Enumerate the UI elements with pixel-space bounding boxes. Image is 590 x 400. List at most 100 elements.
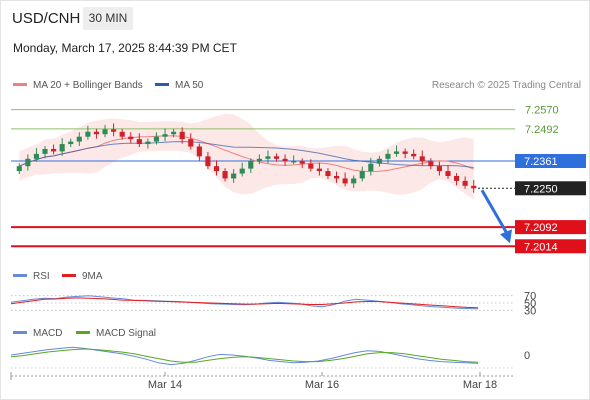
timeframe-badge[interactable]: 30 MIN xyxy=(83,7,133,30)
rsi-level-label: 30 xyxy=(524,305,536,317)
candle-body xyxy=(333,176,340,179)
candle-body xyxy=(368,163,374,172)
macd-line xyxy=(10,346,479,366)
candle-body xyxy=(93,131,100,135)
time-axis-label: Mar 16 xyxy=(305,379,339,391)
candle-body xyxy=(102,129,108,135)
candle-body xyxy=(385,153,391,159)
candle-body xyxy=(205,156,211,167)
candle-body xyxy=(213,166,220,172)
candle-body xyxy=(196,146,202,157)
forecast-arrow-head xyxy=(500,229,512,244)
candle-body xyxy=(68,141,74,145)
last-price-label-bg xyxy=(515,181,586,196)
legend-rsi: RSI xyxy=(13,271,50,282)
candle-body xyxy=(42,148,48,154)
candle-body xyxy=(33,153,40,159)
candle-body xyxy=(25,158,31,167)
legend-ma20-bb: MA 20 + Bollinger Bands xyxy=(13,80,143,91)
time-axis-label: Mar 14 xyxy=(148,379,182,391)
legend-rsi-ma: 9MA xyxy=(62,271,103,282)
resistance-label: 7.2570 xyxy=(525,105,559,117)
legend-rsi-ma-label: 9MA xyxy=(82,271,103,282)
legend-rsi-label: RSI xyxy=(33,271,50,282)
candle-body xyxy=(179,131,185,140)
legend-macd: MACD xyxy=(13,328,62,339)
macd-signal-swatch xyxy=(76,330,90,334)
candle-body xyxy=(111,129,117,132)
candle-body xyxy=(265,156,271,159)
candle-body xyxy=(256,158,262,162)
candle-body xyxy=(231,173,237,179)
credit-text: Research © 2025 Trading Central xyxy=(431,80,581,91)
candle-body xyxy=(299,161,305,164)
rsi-swatch xyxy=(13,273,27,277)
candle-body xyxy=(351,178,357,184)
legend-ma50-label: MA 50 xyxy=(175,80,204,91)
ma50-swatch xyxy=(155,82,169,86)
candle-body xyxy=(239,168,245,174)
timestamp: Monday, March 17, 2025 8:44:39 PM CET xyxy=(13,41,237,55)
candle-body xyxy=(436,166,442,172)
legend-macd-signal-label: MACD Signal xyxy=(96,328,157,339)
candle-body xyxy=(153,136,160,142)
candle-body xyxy=(471,185,477,189)
rsi-level-label: 70 xyxy=(524,291,536,303)
candle-body xyxy=(273,156,280,159)
rsi-ma-swatch xyxy=(62,273,76,277)
candle-body xyxy=(162,134,168,137)
candle-body xyxy=(85,131,91,137)
candle-body xyxy=(76,136,82,142)
support-label: 7.2014 xyxy=(524,241,558,253)
candle-body xyxy=(445,171,451,176)
legend-ma50: MA 50 xyxy=(155,80,203,91)
forecast-arrow-shaft xyxy=(480,189,510,237)
candle-body xyxy=(428,161,434,167)
candle-body xyxy=(376,158,382,164)
pivot-label-bg xyxy=(515,154,586,169)
candle-body xyxy=(291,161,297,163)
candle-body xyxy=(462,180,468,186)
macd-swatch xyxy=(13,330,27,334)
macd-signal-line xyxy=(10,348,479,363)
support-label: 7.2092 xyxy=(524,222,558,234)
legend-macd-signal: MACD Signal xyxy=(76,328,156,339)
candle-body xyxy=(308,163,314,169)
candle-body xyxy=(128,136,134,140)
resistance-label: 7.2492 xyxy=(525,124,559,136)
rsi-level-label: 50 xyxy=(524,298,536,310)
rsi-ma-line xyxy=(10,297,479,309)
last-price-label: 7.2250 xyxy=(524,183,558,195)
candle-body xyxy=(342,178,348,184)
candle-body xyxy=(402,151,408,154)
candle-body xyxy=(282,158,288,162)
candle-body xyxy=(16,166,22,172)
candle-body xyxy=(171,131,177,135)
candle-body xyxy=(188,139,194,147)
candle-body xyxy=(145,141,151,145)
candle-body xyxy=(359,171,365,179)
candle-body xyxy=(222,171,228,179)
candle-body xyxy=(119,131,125,137)
rsi-line xyxy=(10,295,479,310)
support-label-bg xyxy=(515,239,586,254)
macd-zero-label: 0 xyxy=(524,350,530,362)
candle-body xyxy=(411,153,417,157)
candle-body xyxy=(136,139,142,145)
candle-body xyxy=(419,156,425,162)
ma20-swatch xyxy=(13,82,27,86)
symbol-title: USD/CNH xyxy=(12,10,81,27)
candle-body xyxy=(325,171,331,176)
legend-macd-label: MACD xyxy=(33,328,63,339)
candle-body xyxy=(316,168,322,172)
candle-body xyxy=(453,176,460,181)
candle-body xyxy=(51,148,57,152)
ma50-line xyxy=(19,141,474,168)
legend-ma20-label: MA 20 + Bollinger Bands xyxy=(33,80,143,91)
support-label-bg xyxy=(515,220,586,235)
candle-body xyxy=(393,151,400,154)
candle-body xyxy=(59,144,65,152)
candle-body xyxy=(248,161,254,169)
pivot-label: 7.2361 xyxy=(524,156,558,168)
